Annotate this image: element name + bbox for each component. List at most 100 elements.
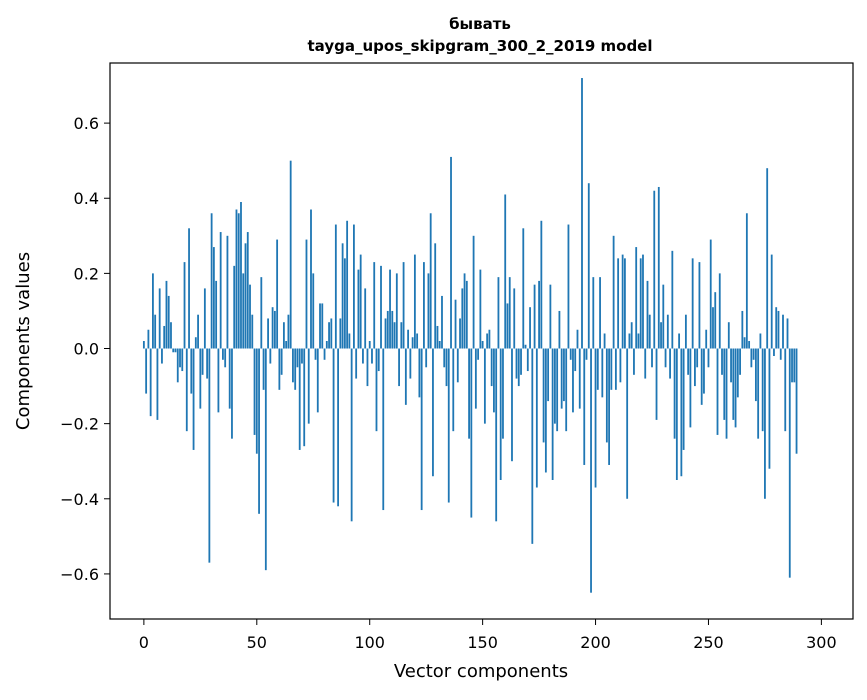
bar	[481, 341, 484, 349]
bar	[181, 348, 184, 372]
bar	[495, 348, 498, 522]
bar	[696, 348, 699, 368]
bar	[662, 284, 665, 349]
bar	[569, 348, 572, 360]
bar	[531, 348, 534, 544]
bar	[423, 262, 425, 349]
bar	[511, 348, 513, 462]
x-tick-label: 0	[139, 633, 149, 652]
bar	[368, 341, 371, 349]
bar	[312, 273, 315, 349]
bar	[709, 239, 712, 349]
bar	[190, 348, 193, 394]
bar	[773, 348, 775, 357]
bar	[768, 348, 771, 469]
bar	[359, 254, 362, 349]
bar	[172, 348, 175, 353]
bar	[334, 224, 337, 349]
bar	[282, 322, 285, 349]
bar	[427, 273, 430, 349]
bar	[743, 337, 746, 349]
bar	[398, 348, 400, 387]
bar	[542, 348, 545, 443]
bar	[716, 348, 719, 435]
bar	[386, 310, 389, 349]
bar	[350, 348, 353, 522]
bar	[395, 273, 398, 349]
bar	[260, 277, 263, 349]
y-ticks-group: −0.6 −0.4 −0.2 0.0 0.2 0.4 0.6	[60, 114, 110, 584]
bar	[779, 348, 782, 360]
bar	[603, 333, 606, 349]
bar	[321, 303, 324, 349]
bar	[203, 288, 206, 349]
y-tick-label: −0.4	[60, 490, 99, 509]
bar	[725, 348, 728, 439]
bar	[255, 348, 258, 454]
bar	[456, 348, 459, 383]
bar	[680, 348, 683, 477]
bar	[614, 348, 617, 390]
bar	[199, 348, 202, 409]
bar	[547, 348, 550, 402]
bar	[353, 224, 355, 349]
bar	[246, 232, 249, 349]
bar	[337, 348, 339, 507]
bar	[551, 348, 554, 480]
bar	[748, 341, 751, 349]
bar	[380, 265, 382, 349]
bar	[432, 348, 434, 477]
bar	[197, 314, 199, 349]
bar	[752, 348, 755, 360]
bar	[285, 341, 288, 349]
bar	[176, 348, 179, 383]
bar	[163, 325, 166, 349]
bar	[237, 213, 240, 349]
bar	[382, 348, 385, 511]
bar	[233, 265, 236, 349]
bar	[565, 348, 568, 432]
bar	[242, 273, 245, 349]
bar	[328, 322, 330, 349]
bar	[251, 314, 254, 349]
bar	[355, 348, 358, 379]
bar	[319, 303, 321, 349]
bar	[267, 318, 269, 349]
bar	[610, 348, 613, 390]
bar	[240, 202, 242, 349]
bar	[235, 209, 238, 349]
bar	[563, 348, 565, 402]
bar	[741, 310, 744, 349]
bar	[413, 254, 416, 349]
bars-group	[142, 78, 798, 593]
bar	[730, 348, 732, 383]
x-tick-label: 150	[467, 633, 498, 652]
bar	[346, 220, 349, 349]
bar	[736, 348, 739, 398]
bar	[689, 348, 692, 428]
bar	[734, 348, 737, 428]
bar	[192, 348, 195, 450]
bar	[420, 348, 423, 511]
bar	[262, 348, 265, 390]
bar	[653, 190, 656, 349]
bar	[786, 318, 789, 349]
bar	[560, 348, 563, 409]
bar	[470, 348, 473, 518]
bar	[605, 348, 608, 443]
y-tick-label: −0.6	[60, 565, 99, 584]
y-tick-label: −0.2	[60, 415, 99, 434]
bar	[651, 348, 653, 368]
bar	[671, 250, 674, 349]
bar	[217, 348, 220, 413]
bar	[477, 348, 480, 360]
bar	[499, 348, 502, 480]
bar	[644, 348, 647, 379]
bar	[705, 329, 708, 349]
bar	[703, 348, 705, 394]
bar	[273, 310, 276, 349]
bar	[506, 303, 509, 349]
bar	[770, 254, 773, 349]
bar	[754, 348, 757, 402]
bar	[508, 277, 511, 349]
